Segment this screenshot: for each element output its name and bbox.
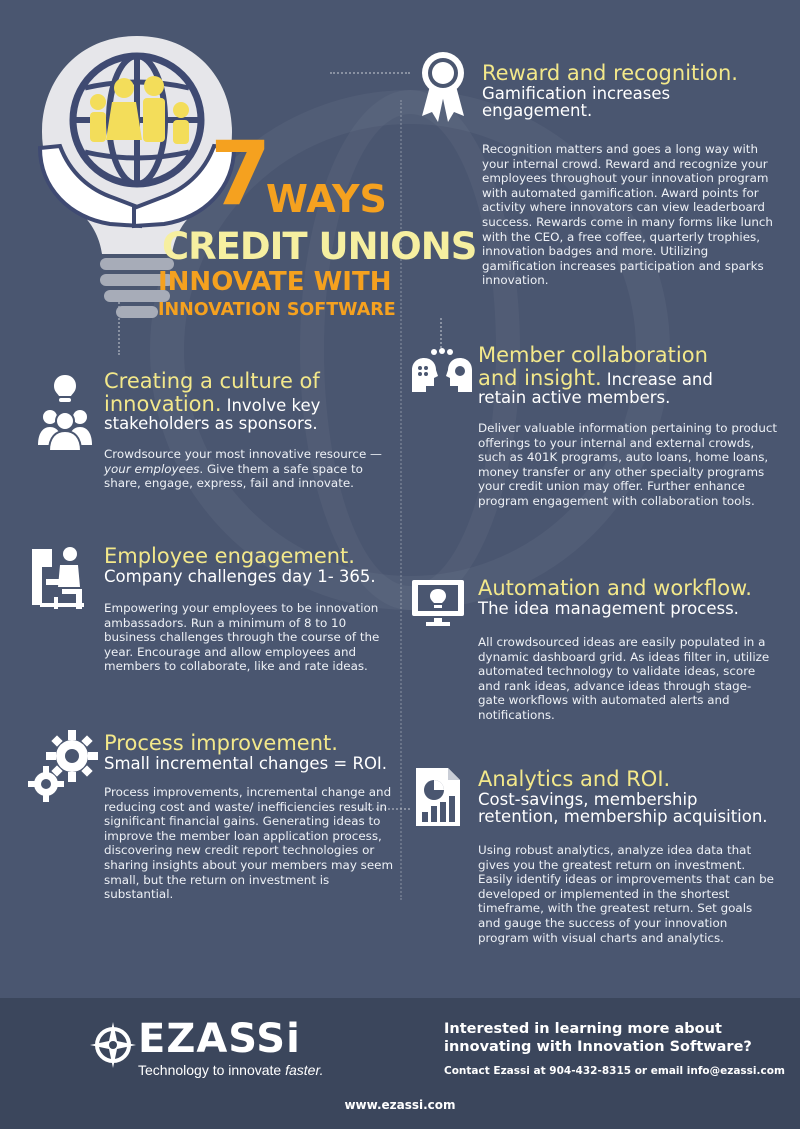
analytics-title: Analytics and ROI. [478,767,671,791]
hero-ways: WAYS [266,177,387,221]
automation-subtitle: The idea management process. [478,598,739,618]
culture-title: Creating a culture of [104,369,320,393]
footer: EZASSi Technology to innovate faster. In… [0,998,800,1129]
member-title: Member collaboration [478,343,708,367]
culture-heading: Creating a culture of innovation. Involv… [104,370,404,433]
process-title: Process improvement. [104,731,338,755]
process-body: Process improvements, incremental change… [104,785,394,902]
monitor-lightbulb-icon [412,580,464,626]
culture-body: Crowdsource your most innovative resourc… [104,447,394,491]
reward-subtitle: Gamification increases engagement. [482,83,671,121]
collaboration-heads-icon [412,348,472,392]
dotted-connector [330,72,410,74]
culture-body-part: Crowdsource your most innovative resourc… [104,447,382,461]
lightbulb-people-icon [38,375,92,451]
culture-title-2: innovation. [104,391,222,416]
engagement-body: Empowering your employees to be innovati… [104,601,380,674]
dotted-connector [400,100,402,900]
hero-line-innovate-with: INNOVATE WITH [158,267,392,297]
member-subtitle: retain active members. [478,388,671,408]
process-heading: Process improvement. Small incremental c… [104,732,404,772]
process-subtitle: Small incremental changes = ROI. [104,753,388,773]
member-heading: Member collaboration and insight. Increa… [478,344,788,407]
member-subtitle-inline: Increase and [606,369,713,389]
website-url[interactable]: www.ezassi.com [344,1098,456,1112]
contact-text: Contact Ezassi at 904-432-8315 or email … [444,1065,785,1077]
member-title-2: and insight. [478,365,602,390]
culture-subtitle-inline: Involve key [226,395,321,415]
reward-title: Reward and recognition. [482,61,738,85]
analytics-body: Using robust analytics, analyze idea dat… [478,843,774,945]
brand-logo: EZASSi [138,1016,301,1062]
culture-body-part: . Give them a safe space to share, engag… [104,461,363,491]
automation-heading: Automation and workflow. The idea manage… [478,577,788,617]
tagline-emphasis: faster. [285,1062,324,1078]
lightbulb-hands-globe-icon [37,36,237,318]
hero-line-innovation-software: INNOVATION SOFTWARE [158,300,396,320]
reward-heading: Reward and recognition. Gamification inc… [482,62,782,120]
automation-body: All crowdsourced ideas are easily popula… [478,635,770,722]
dotted-connector [118,295,120,355]
culture-body-emphasis: your employees [104,461,200,476]
compass-logo-icon [90,1022,136,1068]
analytics-heading: Analytics and ROI. Cost-savings, members… [478,768,778,826]
hero-number: 7 [210,122,272,225]
analytics-subtitle: Cost-savings, membership retention, memb… [478,789,768,827]
automation-title: Automation and workflow. [478,576,752,600]
engagement-subtitle: Company challenges day 1- 365. [104,566,376,586]
culture-subtitle: stakeholders as sponsors. [104,414,318,434]
person-at-desk-icon [32,547,84,609]
cta-text: Interested in learning more about innova… [444,1021,752,1055]
ribbon-award-icon [422,52,464,122]
dotted-connector [360,808,410,810]
gears-icon [28,730,98,802]
engagement-heading: Employee engagement. Company challenges … [104,545,404,585]
analytics-report-icon [416,768,460,826]
engagement-title: Employee engagement. [104,544,355,568]
tagline-text: Technology to innovate [138,1062,286,1078]
reward-body: Recognition matters and goes a long way … [482,142,773,288]
member-body: Deliver valuable information pertaining … [478,421,778,508]
hero-line-credit-unions: CREDIT UNIONS [162,225,477,268]
dotted-connector [440,318,442,348]
brand-tagline: Technology to innovate faster. [138,1062,324,1078]
